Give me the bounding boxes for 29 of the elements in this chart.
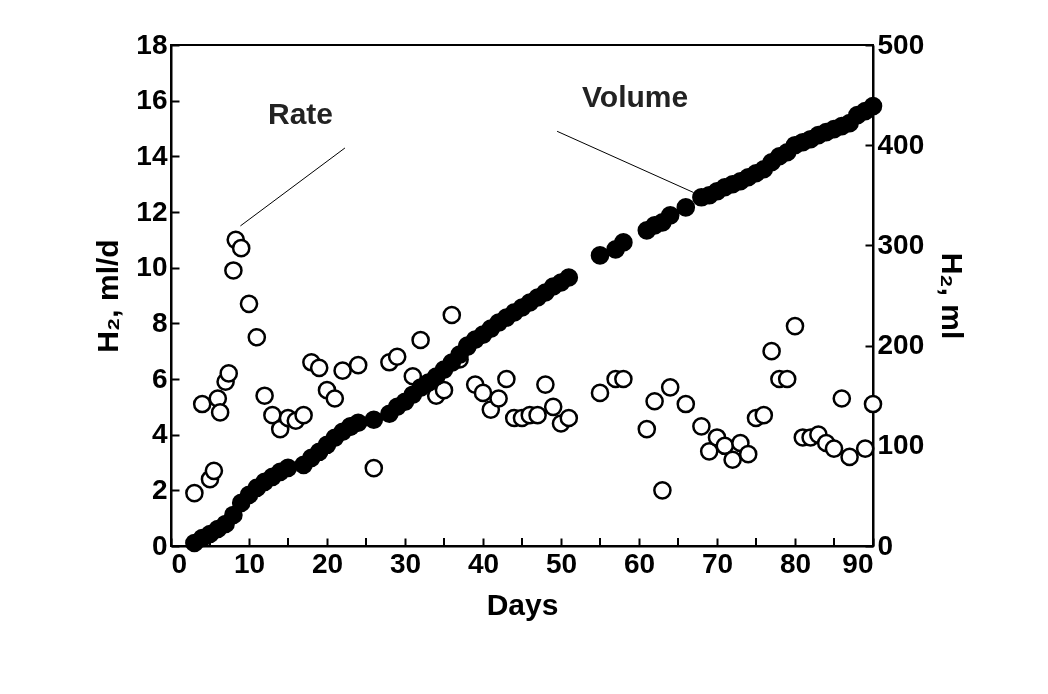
x-tick-label: 80: [779, 547, 812, 579]
x-tick-label: 40: [467, 547, 500, 579]
x-tick-label: 70: [701, 547, 734, 579]
annotation: Rate: [267, 96, 333, 130]
annotation: Volume: [582, 79, 689, 113]
y2-tick-label: 500: [877, 28, 925, 60]
x-tick-label: 0: [171, 547, 188, 579]
y2-tick-label: 300: [877, 228, 925, 260]
x-tick-label: 30: [389, 547, 422, 579]
x-tick-label: 20: [311, 547, 344, 579]
y2-tick-label: 200: [877, 329, 925, 361]
y-tick-label: 6: [151, 362, 168, 394]
y-tick-label: 2: [151, 473, 168, 505]
y2-tick-label: 400: [877, 128, 925, 160]
x-axis-title: Days: [486, 587, 559, 621]
y-tick-label: 16: [136, 84, 168, 116]
y-tick-label: 14: [136, 139, 168, 171]
y-tick-label: 8: [151, 306, 168, 338]
x-tick-label: 50: [545, 547, 578, 579]
y-tick-label: 4: [151, 418, 168, 450]
y-axis-title: H₂, ml/d: [91, 239, 125, 353]
y2-axis-title: H₂, ml: [936, 252, 970, 340]
y-tick-label: 10: [136, 251, 168, 283]
x-tick-label: 10: [233, 547, 266, 579]
x-tick-label: 60: [623, 547, 656, 579]
y-tick-label: 12: [136, 195, 168, 227]
x-tick-label: 90: [842, 547, 874, 579]
y2-tick-label: 100: [877, 429, 925, 461]
y-tick-label: 18: [136, 28, 168, 60]
